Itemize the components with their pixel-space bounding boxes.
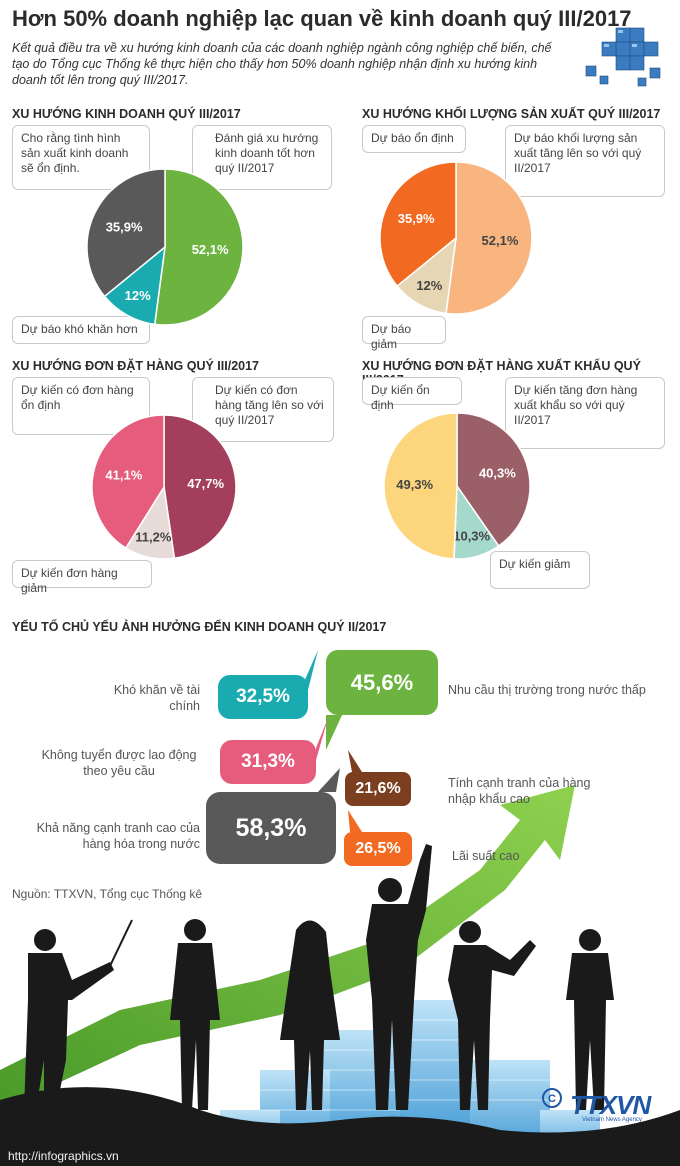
pie-slice-label: 49,3% — [396, 477, 433, 492]
chart3-heading: XU HƯỚNG ĐƠN ĐẶT HÀNG QUÝ III/2017 — [12, 359, 260, 373]
page-subtitle: Kết quả điều tra về xu hướng kinh doanh … — [12, 41, 552, 87]
chart4-callout-stable: Dự kiến ổn định — [362, 377, 462, 412]
bubble-tails — [304, 650, 362, 832]
pie-slice-label: 41,1% — [105, 467, 142, 482]
factor-label-interest: Lãi suất cao — [452, 849, 520, 863]
pie-slice — [383, 412, 458, 560]
pie-slice — [86, 168, 166, 298]
chart2-callout-decrease: Dự báo giảm — [362, 316, 446, 351]
factor-bubble-finance: 32,5% — [218, 675, 308, 719]
factor-label-import-competition: Tính cạnh tranh của hàng nhập khẩu cao — [448, 776, 591, 806]
brand-logo: TTXVN — [570, 1090, 651, 1120]
chart2-callout-stable: Dự báo ổn định — [362, 125, 466, 153]
chart2-callout-increase: Dự báo khối lượng sản xuất tăng lên so v… — [505, 125, 665, 197]
pie-slice — [456, 412, 531, 548]
pie-slice-label: 12% — [125, 288, 151, 303]
factors-heading: YẾU TỐ CHỦ YẾU ẢNH HƯỞNG ĐẾN KINH DOANH … — [12, 620, 387, 634]
chart3-pie: 47,7% 11,2% 41,1% — [91, 414, 237, 560]
chart1-callout-stable: Cho rằng tình hình sản xuất kinh doanh s… — [12, 125, 150, 190]
chart1-callout-better: Đánh giá xu hướng kinh doanh tốt hơn quý… — [192, 125, 332, 190]
pie-slice — [445, 161, 533, 315]
pie-slice-label: 52,1% — [482, 233, 519, 248]
factor-label-finance: Khó khăn về tài chính — [113, 683, 200, 713]
pie-slice — [153, 168, 244, 326]
pie-slice-label: 47,7% — [187, 476, 224, 491]
pie-slice — [163, 414, 237, 560]
chart2-pie: 52,1% 12% 35,9% — [379, 161, 533, 315]
chart1-heading: XU HƯỚNG KINH DOANH QUÝ III/2017 — [12, 107, 241, 121]
page-title: Hơn 50% doanh nghiệp lạc quan về kinh do… — [12, 6, 632, 31]
pie-slice-label: 10,3% — [453, 528, 490, 543]
chart4-callout-decrease: Dự kiến giảm — [490, 551, 590, 589]
brand-tagline: Vietnam News Agency — [582, 1117, 642, 1123]
chart1-pie: 52,1% 12% 35,9% — [86, 168, 244, 326]
factor-bubble-interest: 26,5% — [344, 832, 412, 866]
pie-slice-label: 40,3% — [479, 465, 516, 480]
footer-url[interactable]: http://infographics.vn — [8, 1149, 119, 1163]
chart3-callout-increase: Dự kiến có đơn hàng tăng lên so với quý … — [192, 377, 334, 442]
pie-slice-label: 35,9% — [106, 220, 143, 235]
business-scene-illustration — [0, 785, 680, 1166]
factor-bubble-domestic-competition: 58,3% — [206, 792, 336, 864]
chart4-pie: 40,3% 10,3% 49,3% — [383, 412, 531, 560]
chart4-callout-increase: Dự kiến tăng đơn hàng xuất khẩu so với q… — [505, 377, 665, 449]
pie-slice — [91, 414, 165, 550]
factor-bubble-import-competition: 21,6% — [345, 772, 411, 806]
pie-slice-label: 35,9% — [398, 211, 435, 226]
cubes-illustration — [585, 27, 661, 87]
svg-text:C: C — [548, 1093, 556, 1105]
source-note: Nguồn: TTXVN, Tổng cục Thống kê — [12, 887, 203, 901]
copyright-icon: C — [542, 1088, 562, 1108]
factor-bubble-domestic-demand: 45,6% — [326, 650, 438, 715]
pie-slice — [379, 161, 457, 288]
chart2-heading: XU HƯỚNG KHỐI LƯỢNG SẢN XUẤT QUÝ III/201… — [362, 107, 661, 121]
factor-bubble-labor: 31,3% — [220, 740, 316, 784]
factor-label-domestic-demand: Nhu cầu thị trường trong nước thấp — [448, 683, 646, 697]
pie-slice-label: 12% — [416, 278, 442, 293]
pie-slice-label: 52,1% — [192, 242, 229, 257]
chart1-callout-harder: Dự báo khó khăn hơn — [12, 316, 150, 344]
chart3-callout-decrease: Dự kiến đơn hàng giảm — [12, 560, 152, 595]
pie-slice-label: 11,2% — [135, 530, 172, 545]
factor-label-domestic-competition: Khả năng cạnh tranh cao của hàng hóa tro… — [36, 821, 200, 851]
factor-label-labor: Không tuyển được lao động theo yêu cầu — [41, 748, 197, 778]
